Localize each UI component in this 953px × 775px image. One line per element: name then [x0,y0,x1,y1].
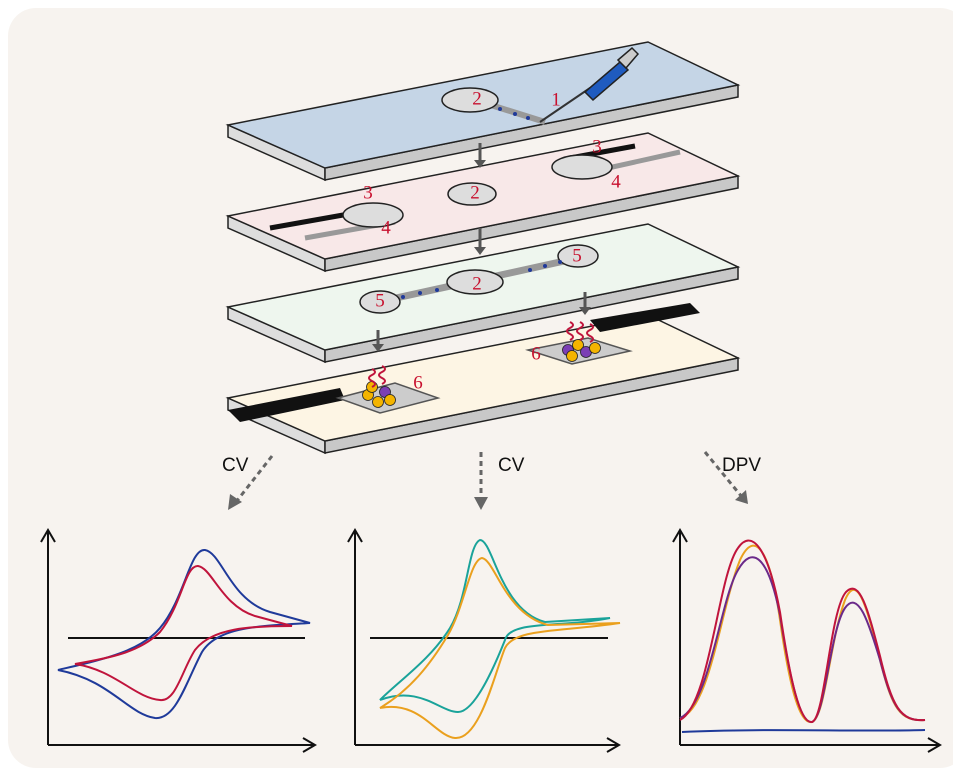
plate-label: 3 [363,182,373,203]
plate-label: 4 [381,217,391,238]
plate-label: 3 [592,136,602,157]
nanoparticle [590,343,601,354]
chamber [552,155,612,179]
dot [418,291,422,295]
plate-label: 6 [413,372,423,393]
nanoparticle [385,395,396,406]
technique-label: DPV [722,455,761,476]
plate-label: 5 [572,245,582,266]
plate-label: 5 [375,290,385,311]
diagram: 213423425566CVCVDPV [0,0,953,775]
dot [513,112,517,116]
page: 213423425566CVCVDPV (() => { const data … [0,0,953,775]
plate-label: 1 [551,89,561,110]
chamber [442,88,498,112]
dot [498,107,502,111]
plate-label: 2 [470,182,480,203]
plate-label: 4 [611,171,621,192]
nanoparticle [373,397,384,408]
nanoparticle [567,351,578,362]
dot [435,288,439,292]
dot [558,260,562,264]
plate-label: 2 [472,273,482,294]
plate-label: 6 [531,343,541,364]
dot [401,295,405,299]
technique-label: CV [498,455,525,476]
chamber [343,203,403,227]
plate-label: 2 [472,88,482,109]
technique-label: CV [222,455,249,476]
dot [528,268,532,272]
dot [543,264,547,268]
dot [526,116,530,120]
